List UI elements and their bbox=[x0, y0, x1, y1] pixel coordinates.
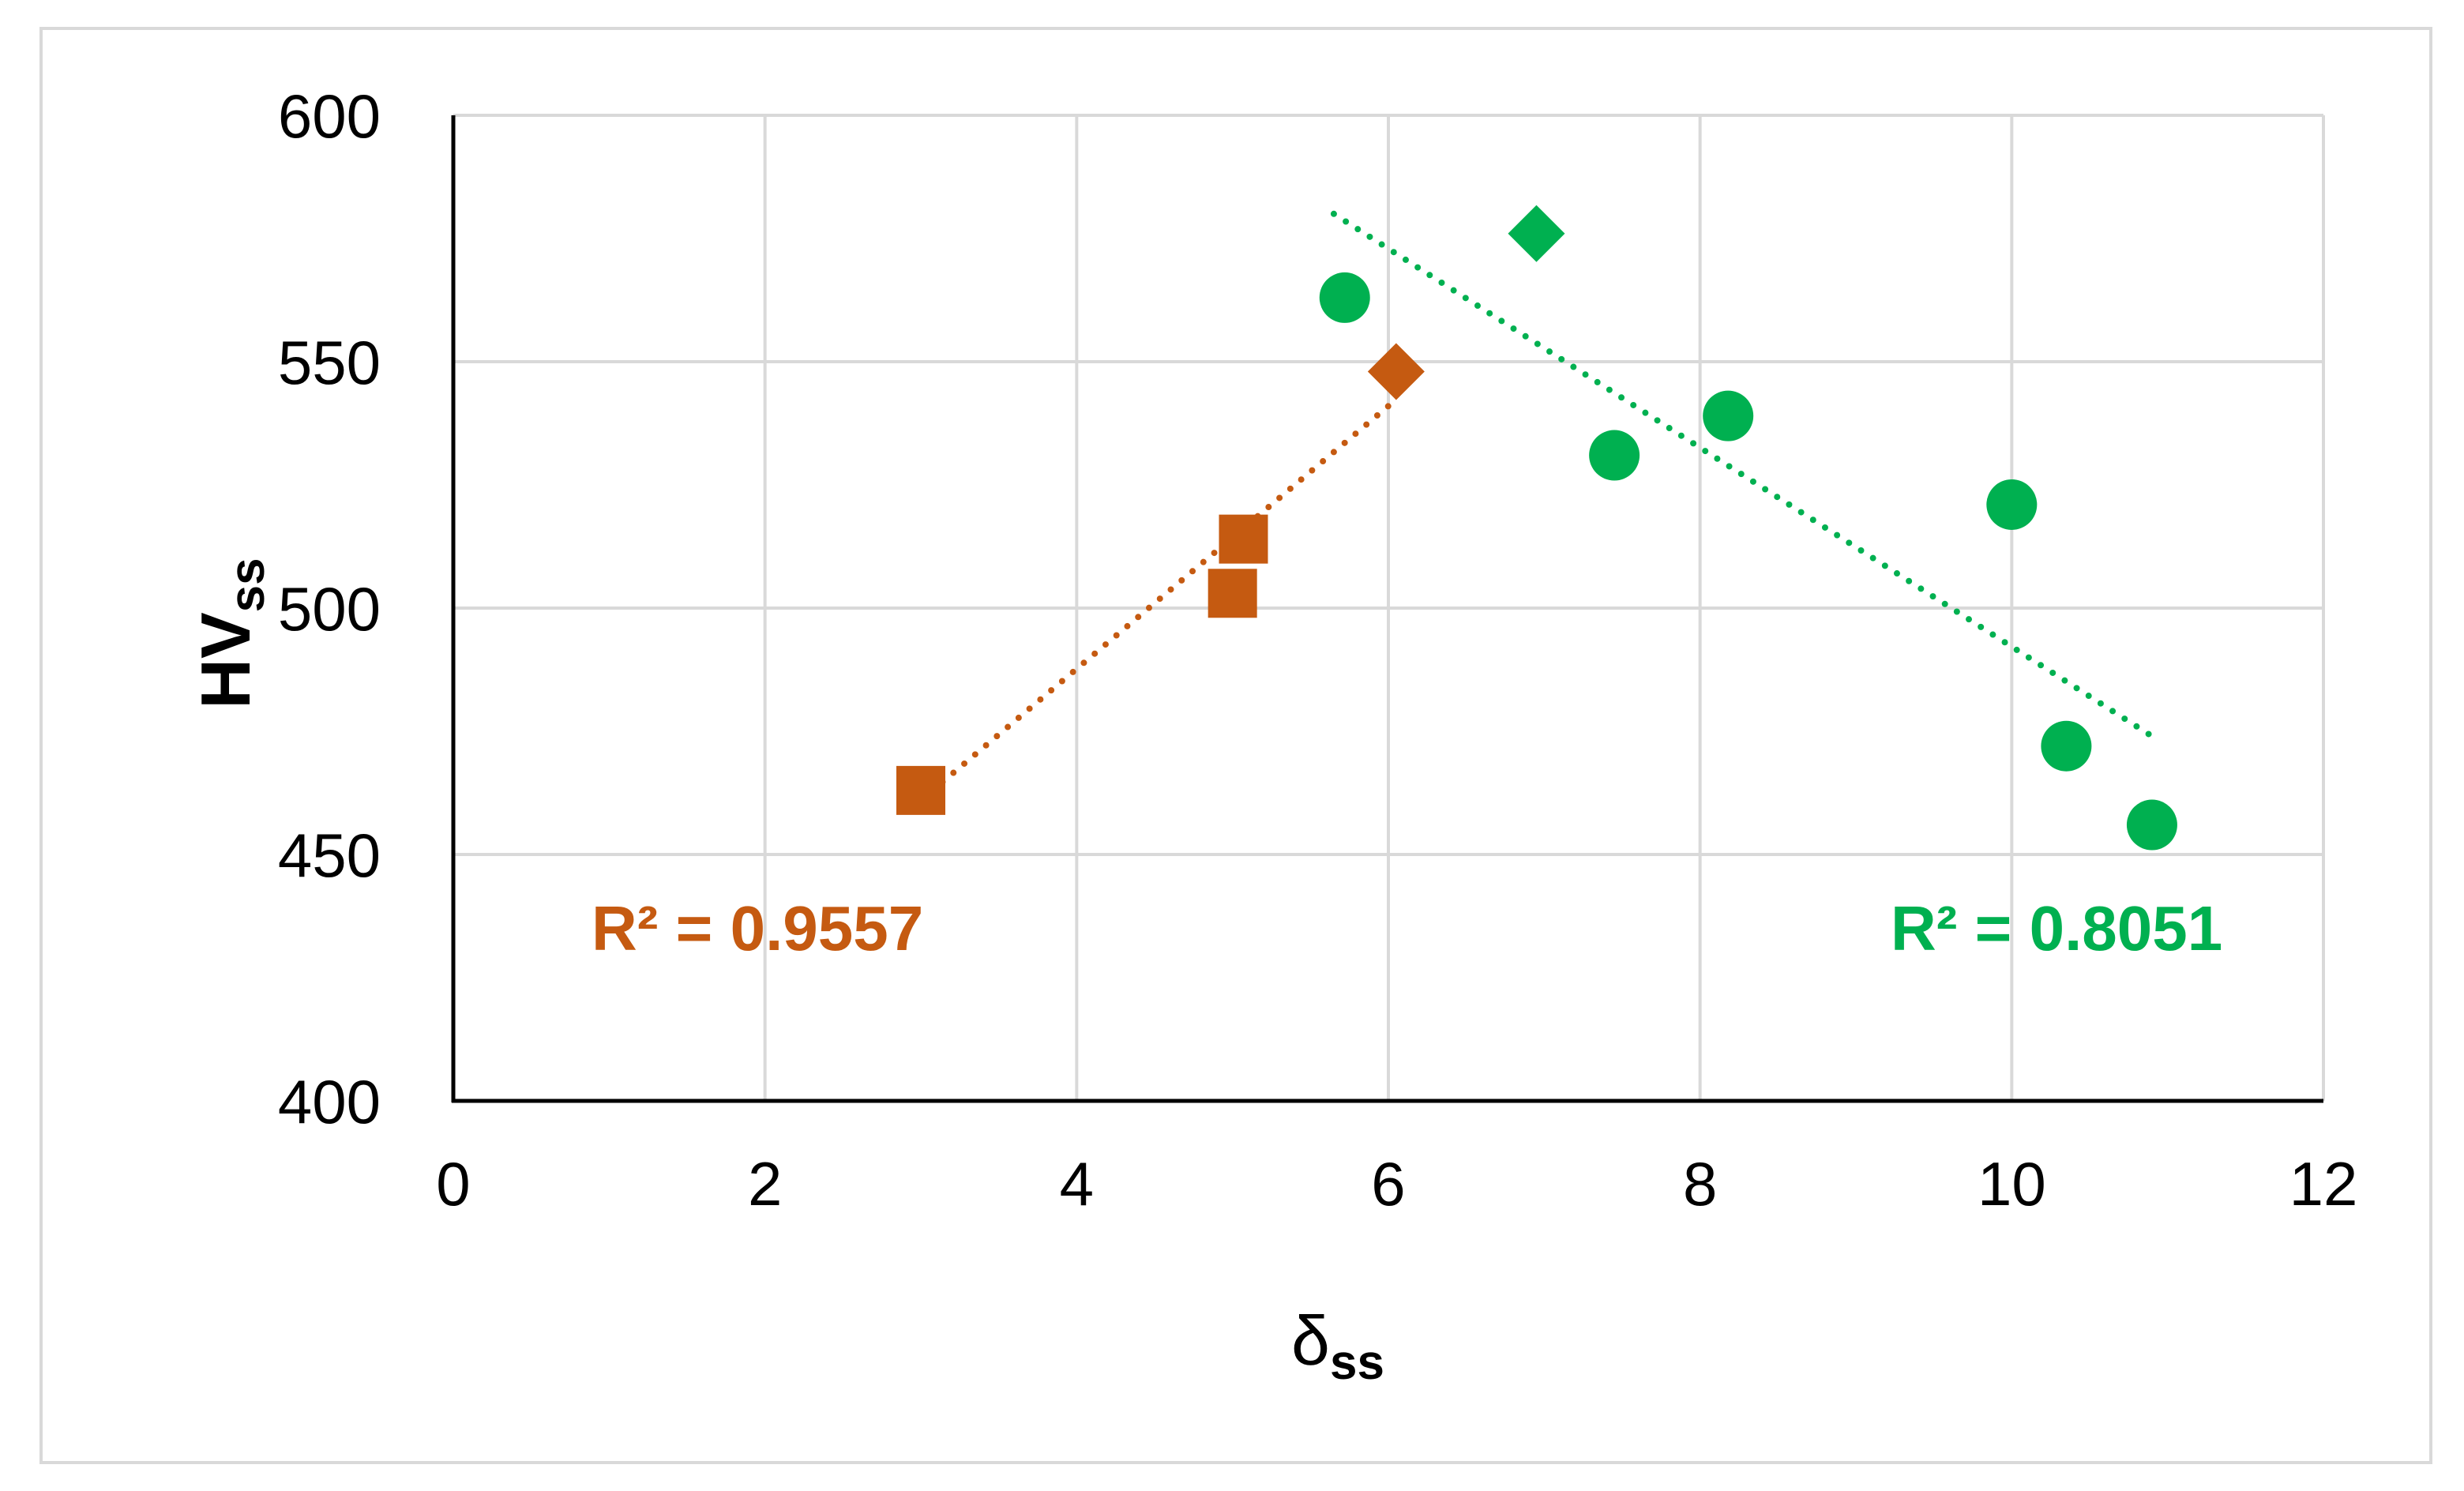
trendlines bbox=[918, 210, 2155, 804]
x-tick-label: 2 bbox=[748, 1149, 782, 1219]
point-circle bbox=[2126, 799, 2177, 851]
x-tick-label: 12 bbox=[2289, 1149, 2358, 1219]
y-axis-title-sub: ss bbox=[220, 558, 275, 612]
r2-label-orange: R² = 0.9557 bbox=[592, 893, 923, 963]
y-tick-label: 400 bbox=[278, 1067, 381, 1136]
y-tick-label: 600 bbox=[278, 81, 381, 151]
point-circle bbox=[1319, 272, 1370, 323]
x-axis-title: δss bbox=[1291, 1301, 1384, 1390]
y-tick-label: 550 bbox=[278, 328, 381, 397]
trendline-1 bbox=[1330, 210, 2155, 740]
point-square bbox=[896, 765, 945, 815]
y-axis-title: HVss bbox=[186, 558, 275, 708]
axes bbox=[451, 115, 2323, 1103]
x-tick-label: 0 bbox=[436, 1149, 470, 1219]
x-axis-title-main: δ bbox=[1291, 1301, 1330, 1380]
x-tick-label: 10 bbox=[1978, 1149, 2046, 1219]
trendline-0 bbox=[918, 403, 1392, 804]
point-square bbox=[1208, 569, 1257, 618]
y-tick-label: 450 bbox=[278, 821, 381, 890]
x-tick-label: 4 bbox=[1060, 1149, 1094, 1219]
y-tick-label: 500 bbox=[278, 574, 381, 644]
point-circle bbox=[2041, 720, 2092, 772]
point-diamond bbox=[1367, 343, 1425, 400]
point-circle bbox=[1703, 390, 1754, 441]
tick-labels: 0 2 4 6 8 10 12 400 450 500 550 600 bbox=[278, 81, 2358, 1219]
x-tick-label: 8 bbox=[1683, 1149, 1717, 1219]
r2-label-green: R² = 0.8051 bbox=[1891, 893, 2222, 963]
x-tick-label: 6 bbox=[1371, 1149, 1405, 1219]
data-points bbox=[896, 205, 2177, 851]
point-square bbox=[1219, 514, 1268, 564]
chart-frame: 0 2 4 6 8 10 12 400 450 500 550 600 δss HVss R² = 0… bbox=[39, 27, 2432, 1464]
x-axis-title-sub: ss bbox=[1330, 1335, 1384, 1390]
y-axis-title-main: HV bbox=[186, 612, 265, 709]
point-diamond bbox=[1508, 205, 1565, 262]
point-circle bbox=[1589, 430, 1640, 481]
point-circle bbox=[1986, 479, 2038, 530]
